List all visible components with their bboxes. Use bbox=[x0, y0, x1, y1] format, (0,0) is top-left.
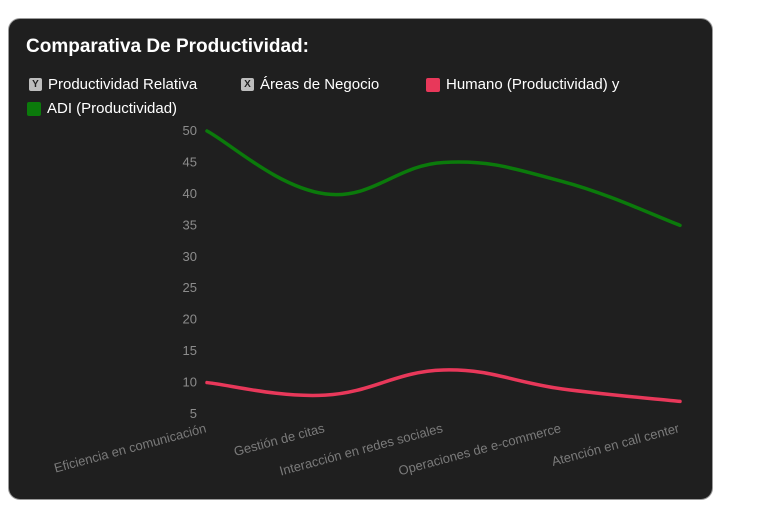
line-chart-plot: 5 10 15 20 25 30 35 40 45 50 Eficiencia en comuni… bbox=[9, 19, 713, 500]
y-tick-label: 25 bbox=[183, 280, 197, 295]
y-tick-label: 20 bbox=[183, 312, 197, 327]
series-line-human[interactable] bbox=[207, 370, 680, 402]
y-tick-label: 40 bbox=[183, 186, 197, 201]
series-line-adi[interactable] bbox=[207, 131, 680, 225]
y-tick-label: 50 bbox=[183, 123, 197, 138]
x-tick-label: Eficiencia en comunicación bbox=[52, 420, 207, 475]
x-tick-label: Gestión de citas bbox=[232, 420, 326, 459]
y-tick-label: 5 bbox=[190, 406, 197, 421]
y-tick-label: 10 bbox=[183, 375, 197, 390]
x-axis: Eficiencia en comunicación Gestión de cit… bbox=[52, 420, 681, 478]
y-tick-label: 35 bbox=[183, 217, 197, 232]
series-lines bbox=[205, 129, 682, 403]
y-tick-label: 15 bbox=[183, 343, 197, 358]
chart-card: Comparativa De Productividad: Y Producti… bbox=[8, 18, 713, 500]
x-tick-label: Atención en call center bbox=[550, 420, 682, 469]
y-tick-label: 30 bbox=[183, 249, 197, 264]
y-tick-label: 45 bbox=[183, 154, 197, 169]
y-axis: 5 10 15 20 25 30 35 40 45 50 bbox=[183, 123, 197, 421]
